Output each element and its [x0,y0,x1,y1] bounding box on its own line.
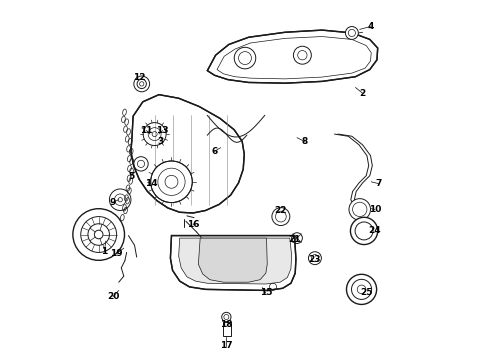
Text: 5: 5 [128,172,134,181]
Text: 20: 20 [107,292,119,301]
Circle shape [221,312,231,321]
Polygon shape [198,238,267,282]
Text: 7: 7 [375,179,382,188]
Text: 23: 23 [309,255,321,264]
Text: 15: 15 [260,288,272,297]
Bar [223,322,231,336]
Text: 6: 6 [211,147,218,156]
Circle shape [346,274,377,305]
Text: 9: 9 [110,198,116,207]
Circle shape [134,76,149,92]
Text: 17: 17 [220,341,233,350]
Circle shape [345,27,358,40]
Text: 4: 4 [368,22,374,31]
Polygon shape [171,235,296,291]
Circle shape [309,252,321,265]
Circle shape [234,47,256,69]
Circle shape [151,161,192,203]
Text: 8: 8 [301,137,307,146]
Circle shape [349,199,370,220]
Text: 11: 11 [140,126,152,135]
Text: 18: 18 [220,320,233,329]
Polygon shape [179,238,292,284]
Text: 10: 10 [368,205,381,214]
Polygon shape [207,30,378,83]
Text: 16: 16 [187,220,199,229]
Text: 2: 2 [360,89,366,98]
Text: 12: 12 [133,73,146,82]
Text: 14: 14 [145,179,157,188]
Text: 13: 13 [156,126,169,135]
Circle shape [272,208,290,226]
Text: 22: 22 [274,206,286,215]
Text: 19: 19 [110,249,123,258]
Polygon shape [131,95,245,213]
Text: 25: 25 [361,288,373,297]
Text: 3: 3 [158,137,164,146]
Text: 1: 1 [101,247,107,256]
Text: 24: 24 [368,226,381,235]
Text: 21: 21 [288,235,301,244]
Circle shape [350,217,378,244]
